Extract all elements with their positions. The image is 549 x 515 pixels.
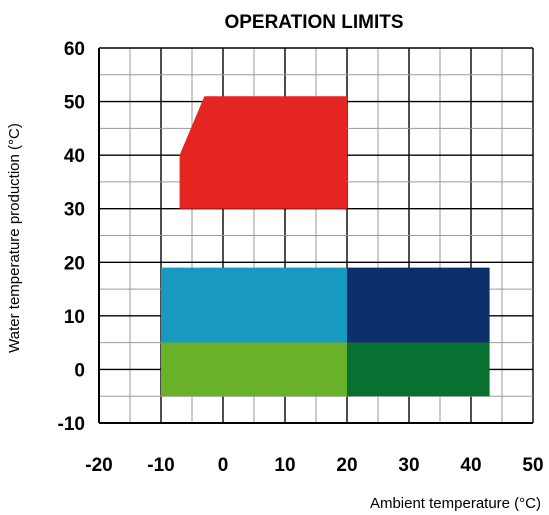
x-axis-label: Ambient temperature (°C): [370, 495, 541, 512]
y-tick-label: -10: [58, 414, 85, 435]
y-tick-label: 0: [74, 360, 85, 381]
x-tick-label: -20: [85, 455, 112, 476]
x-tick-label: 10: [274, 455, 295, 476]
y-axis-label: Water temperature production (°C): [6, 123, 23, 353]
x-tick-label: 0: [218, 455, 229, 476]
operating-region: [161, 267, 347, 343]
operating-region: [179, 96, 347, 209]
operating-region: [161, 342, 347, 397]
x-tick-label: -10: [147, 455, 174, 476]
axes: [98, 48, 533, 424]
y-tick-label: 60: [64, 39, 85, 60]
y-tick-label: 10: [64, 307, 85, 328]
chart-title: OPERATION LIMITS: [224, 12, 403, 33]
x-tick-labels: -20 -10 0 10 20 30 40 50: [85, 455, 543, 476]
x-tick-label: 20: [336, 455, 357, 476]
x-tick-label: 30: [398, 455, 419, 476]
operating-regions: [161, 96, 490, 397]
y-tick-label: 50: [64, 93, 85, 114]
y-tick-labels: -10 0 10 20 30 40 50 60: [58, 39, 85, 435]
x-tick-label: 40: [460, 455, 481, 476]
y-tick-label: 30: [64, 200, 85, 221]
y-tick-label: 20: [64, 253, 85, 274]
y-tick-label: 40: [64, 146, 85, 167]
operating-region: [347, 342, 490, 397]
operating-region: [347, 267, 490, 343]
x-tick-label: 50: [522, 455, 543, 476]
